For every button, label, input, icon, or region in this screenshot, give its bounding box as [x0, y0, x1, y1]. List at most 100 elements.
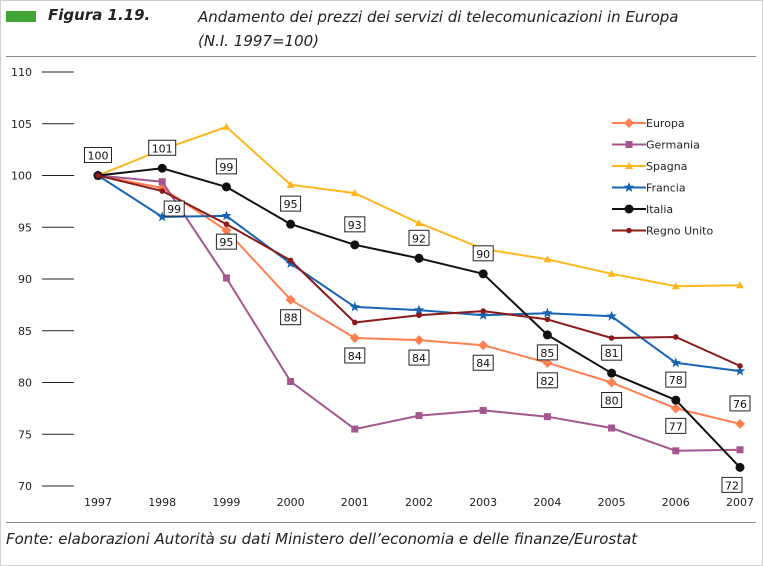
data-label-text: 72 — [725, 479, 739, 492]
data-label-text: 99 — [219, 161, 233, 174]
point-europa-2001 — [349, 332, 360, 343]
data-label-text: 99 — [167, 203, 181, 216]
data-label-italia-2002: 92 — [408, 229, 430, 246]
data-label-box — [472, 245, 494, 262]
data-label-box — [601, 392, 623, 408]
y-tick-label-95: 95 — [18, 221, 32, 234]
data-label-italia-1998: 101 — [148, 139, 177, 156]
point-spagna-2006 — [671, 282, 680, 290]
data-label-text: 80 — [605, 395, 619, 408]
legend-label: Germania — [646, 139, 700, 152]
point-spagna-2005 — [607, 269, 616, 277]
legend-label: Francia — [646, 182, 686, 195]
y-axis: 70 75 80 85 90 95 100 105 110 — [11, 66, 74, 493]
legend-item-francia: Francia — [612, 182, 686, 195]
data-label-box — [729, 395, 751, 412]
x-tick-label-2000: 2000 — [277, 496, 305, 509]
point-regno-unito-2003 — [480, 308, 487, 314]
point-germania-2007 — [736, 446, 744, 454]
point-germania-2001 — [351, 425, 359, 433]
data-label-italia-2000: 95 — [280, 195, 302, 212]
x-tick-label-1999: 1999 — [212, 496, 240, 509]
figure-subtitle: (N.I. 1997=100) — [198, 32, 320, 50]
data-label-europa-2004: 82 — [536, 372, 558, 389]
point-francia-2005 — [606, 310, 617, 321]
point-europa-2005 — [606, 377, 617, 388]
legend-label: Regno Unito — [646, 225, 713, 238]
data-label-text: 85 — [540, 347, 554, 360]
data-label-italia-2004: 85 — [536, 344, 558, 361]
point-italia-1998 — [157, 163, 167, 173]
data-label-text: 88 — [284, 312, 298, 325]
data-label-box — [536, 372, 558, 389]
x-tick-label-1998: 1998 — [148, 496, 176, 509]
data-label-text: 78 — [669, 374, 683, 387]
data-label-box — [408, 349, 430, 366]
source-note: Fonte: elaborazioni Autorità su dati Min… — [6, 530, 638, 548]
point-regno-unito-2002 — [416, 312, 422, 319]
point-europa-1999 — [221, 225, 232, 236]
point-spagna-2002 — [415, 219, 423, 227]
point-francia-2007 — [734, 365, 746, 376]
data-label-italia-2006: 78 — [665, 371, 687, 388]
point-europa-2006 — [670, 403, 681, 414]
point-regno-unito-2000 — [287, 257, 294, 264]
data-label-box — [84, 147, 112, 163]
x-tick-label-2003: 2003 — [469, 496, 497, 509]
x-tick-label-2005: 2005 — [598, 496, 626, 509]
data-label-text: 90 — [476, 248, 490, 261]
data-label-italia-2005: 81 — [601, 344, 623, 361]
point-francia-2006 — [670, 357, 682, 368]
legend-label: Spagna — [646, 160, 687, 173]
point-francia-1999 — [221, 210, 232, 221]
figure-label: Figura 1.19. — [48, 6, 151, 24]
series-italia — [93, 163, 745, 472]
point-francia-1998 — [156, 211, 168, 222]
series-layer — [92, 122, 746, 472]
figure-title: Andamento dei prezzi dei servizi di tele… — [198, 8, 679, 26]
point-italia-2003 — [478, 269, 488, 279]
legend-swatch-marker — [625, 141, 633, 148]
point-italia-2006 — [671, 395, 681, 405]
data-label-box — [344, 347, 366, 364]
data-labels: 88 84 84 84 82 80 77 76 100 101 99 95 93 92 90 85 81 78 72… — [84, 139, 751, 493]
data-label-text: 95 — [284, 198, 298, 211]
point-germania-2004 — [543, 413, 551, 421]
figure-accent-bar — [6, 11, 36, 22]
point-italia-2002 — [414, 253, 424, 263]
legend-swatch-marker — [623, 182, 635, 192]
data-label-box — [601, 344, 623, 361]
x-tick-label-1997: 1997 — [84, 496, 112, 509]
legend-item-italia: Italia — [612, 203, 673, 216]
point-italia-1999 — [221, 182, 231, 192]
point-spagna-2000 — [286, 180, 295, 188]
x-tick-label-2004: 2004 — [533, 496, 561, 509]
point-regno-unito-1997 — [95, 172, 101, 179]
x-tick-label-2002: 2002 — [405, 496, 433, 509]
y-tick-label-80: 80 — [18, 377, 32, 390]
data-label-box — [665, 371, 687, 388]
legend-label: Italia — [646, 203, 673, 216]
data-label-box — [280, 309, 302, 326]
point-germania-2005 — [608, 424, 616, 432]
point-europa-2003 — [478, 340, 489, 351]
data-label-text: 84 — [476, 357, 490, 370]
y-tick-label-75: 75 — [18, 428, 32, 441]
data-label-text: 95 — [219, 236, 233, 249]
data-label-box — [472, 354, 494, 371]
legend: Europa Germania Spagna Francia Italia Regno U… — [612, 117, 713, 238]
point-regno-unito-2004 — [544, 316, 551, 323]
series-regno-unito — [95, 172, 743, 369]
point-germania-1998 — [158, 178, 166, 186]
point-spagna-2007 — [736, 281, 744, 289]
point-francia-2004 — [542, 307, 553, 318]
legend-item-regno-unito: Regno Unito — [612, 225, 713, 238]
data-label-box — [408, 229, 430, 246]
data-label-europa-2007: 76 — [729, 395, 751, 412]
point-francia-2001 — [349, 301, 361, 312]
data-label-box — [344, 216, 366, 233]
y-tick-label-85: 85 — [18, 325, 32, 338]
data-label-europa-2003: 84 — [472, 354, 494, 371]
legend-item-germania: Germania — [612, 139, 700, 152]
